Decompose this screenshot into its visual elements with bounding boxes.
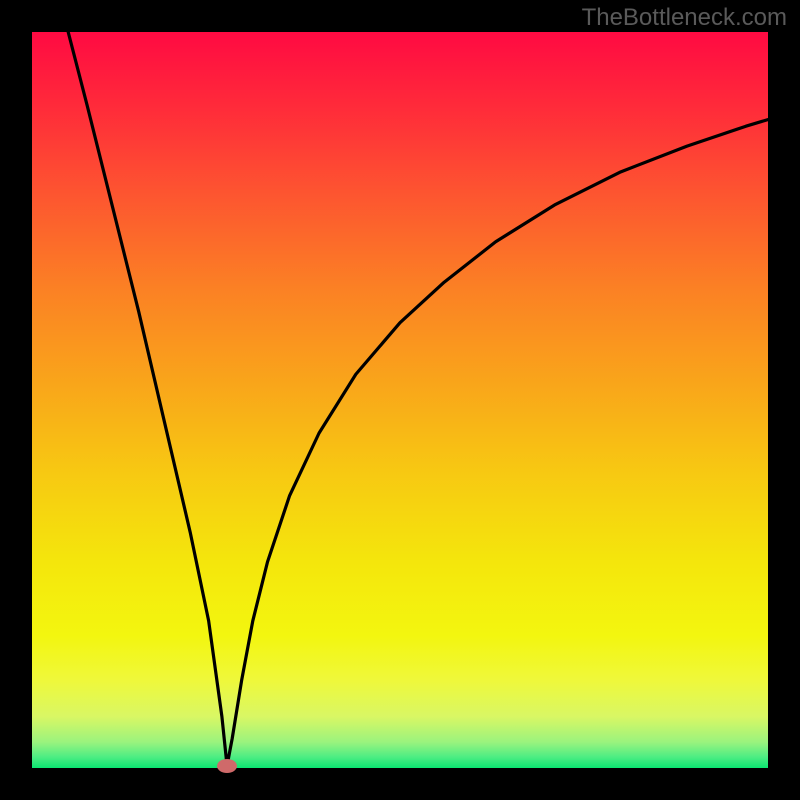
chart-canvas: TheBottleneck.com [0, 0, 800, 800]
optimum-marker [217, 759, 237, 773]
curve-layer [32, 32, 768, 768]
bottleneck-curve [64, 17, 782, 766]
plot-area [32, 32, 768, 768]
watermark-text: TheBottleneck.com [582, 4, 787, 32]
